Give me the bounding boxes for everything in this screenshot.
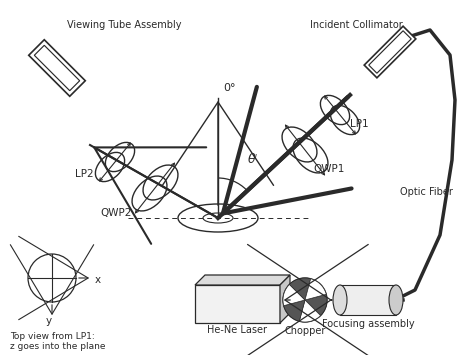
Ellipse shape: [333, 285, 347, 315]
Text: x: x: [95, 275, 101, 285]
Text: Top view from LP1:
z goes into the plane: Top view from LP1: z goes into the plane: [10, 332, 106, 351]
Text: QWP1: QWP1: [313, 164, 345, 174]
Polygon shape: [305, 294, 327, 316]
Polygon shape: [195, 285, 280, 323]
Polygon shape: [290, 278, 310, 300]
Polygon shape: [29, 40, 85, 96]
Text: Viewing Tube Assembly: Viewing Tube Assembly: [67, 20, 182, 30]
Polygon shape: [305, 279, 326, 300]
Text: LP2: LP2: [75, 169, 94, 179]
Polygon shape: [284, 300, 305, 321]
Text: y: y: [46, 316, 52, 326]
Polygon shape: [340, 285, 396, 315]
Text: Optic Fiber: Optic Fiber: [400, 187, 453, 197]
Polygon shape: [195, 275, 290, 285]
Ellipse shape: [389, 285, 403, 315]
Polygon shape: [280, 275, 290, 323]
Text: LP1: LP1: [350, 119, 369, 129]
Polygon shape: [283, 284, 305, 306]
Polygon shape: [299, 300, 320, 322]
Text: QWP2: QWP2: [100, 208, 131, 218]
Text: θᴵ: θᴵ: [248, 153, 258, 166]
Text: 0°: 0°: [223, 83, 236, 93]
Text: He-Ne Laser: He-Ne Laser: [208, 325, 267, 335]
Text: Incident Collimator: Incident Collimator: [310, 20, 403, 30]
Text: Chopper: Chopper: [284, 326, 326, 336]
Polygon shape: [364, 26, 416, 78]
Text: Focusing assembly: Focusing assembly: [322, 319, 414, 329]
